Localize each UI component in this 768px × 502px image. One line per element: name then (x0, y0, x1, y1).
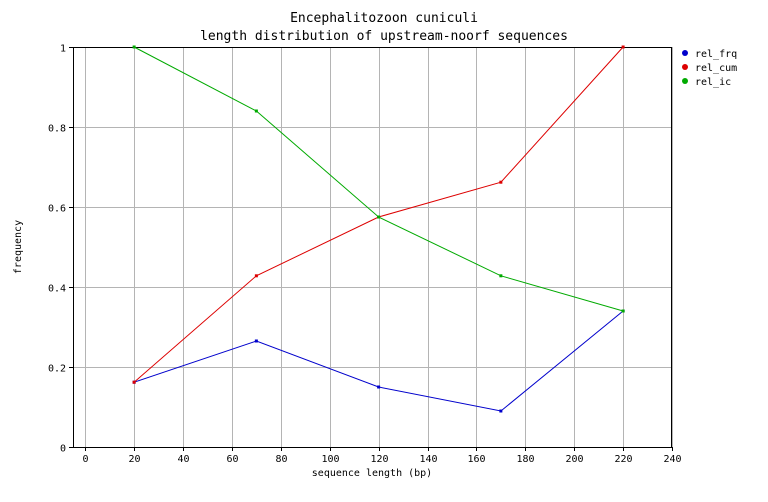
data-point-rel-ic (499, 274, 503, 278)
x-tick-label: 220 (614, 454, 632, 465)
series-line-rel-cum (133, 46, 624, 383)
legend-label-rel-frq: rel_frq (695, 49, 737, 60)
legend-label-rel-cum: rel_cum (695, 63, 737, 74)
x-tick-label: 200 (565, 454, 583, 465)
x-tick-label: 140 (419, 454, 437, 465)
x-tick-label: 180 (516, 454, 534, 465)
x-tick-label: 120 (370, 454, 388, 465)
x-tick-label: 100 (321, 454, 339, 465)
data-point-rel-cum (254, 274, 258, 278)
data-point-rel-frq (254, 339, 258, 343)
x-axis-label: sequence length (bp) (312, 468, 432, 479)
legend: rel_frq rel_cum rel_ic (682, 49, 737, 88)
x-tick-label: 0 (82, 454, 88, 465)
series-lines (132, 45, 625, 413)
y-tick-label: 0.8 (48, 124, 66, 135)
y-tick-label: 1 (60, 44, 66, 55)
chart-title-line-1: Encephalitozoon cuniculi (290, 11, 478, 26)
chart-title-line-2: length distribution of upstream-noorf se… (200, 29, 568, 44)
data-point-rel-cum (132, 380, 136, 384)
x-tick-label: 60 (226, 454, 238, 465)
grid (73, 47, 673, 448)
plot-frame (73, 47, 672, 448)
data-point-rel-ic (132, 45, 136, 49)
data-point-rel-ic (254, 109, 258, 113)
series-line-rel-ic (133, 46, 624, 312)
y-axis-label: frequency (13, 220, 24, 274)
x-tick-label: 20 (128, 454, 140, 465)
data-point-rel-ic (621, 309, 625, 313)
y-tick-label: 0 (60, 444, 66, 455)
chart-text: Encephalitozoon cuniculi length distribu… (13, 11, 568, 479)
y-tick-label: 0.2 (48, 364, 66, 375)
y-tick-label: 0.4 (48, 284, 66, 295)
data-point-rel-cum (499, 180, 503, 184)
legend-label-rel-ic: rel_ic (695, 77, 731, 88)
x-tick-label: 40 (177, 454, 189, 465)
y-tick-label: 0.6 (48, 204, 66, 215)
data-point-rel-frq (499, 409, 503, 413)
data-point-rel-cum (621, 45, 625, 49)
x-tick-label: 80 (275, 454, 287, 465)
legend-marker-rel-cum (682, 64, 688, 70)
x-tick-label: 160 (467, 454, 485, 465)
data-point-rel-ic (377, 215, 381, 219)
legend-marker-rel-frq (682, 50, 688, 56)
series-line-rel-frq (133, 310, 624, 412)
legend-marker-rel-ic (682, 78, 688, 84)
axes: 0 20 40 60 80 100 120 140 160 180 200 220 240 0 0.2 0.4… (48, 44, 682, 466)
data-point-rel-frq (377, 385, 381, 389)
x-tick-label: 240 (663, 454, 681, 465)
